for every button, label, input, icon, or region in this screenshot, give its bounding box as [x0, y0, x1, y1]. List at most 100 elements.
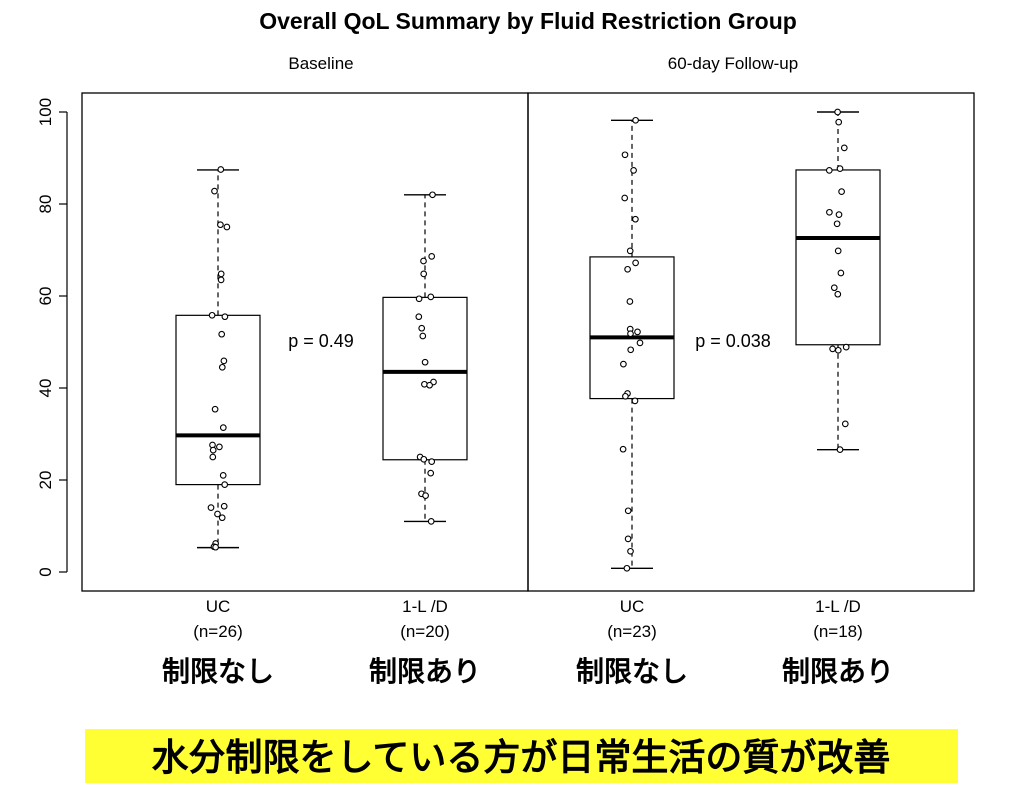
data-point	[623, 564, 631, 572]
data-point	[415, 313, 423, 321]
data-point	[426, 381, 433, 389]
n-label: (n=23)	[607, 622, 657, 641]
data-point	[221, 481, 229, 488]
data-point	[632, 215, 639, 223]
panel-label: Baseline	[288, 54, 353, 73]
data-point	[829, 345, 836, 353]
box-iqr	[175, 314, 261, 486]
data-point	[420, 270, 428, 278]
data-point	[216, 443, 223, 451]
box-iqr	[382, 296, 468, 461]
data-point	[619, 445, 627, 453]
data-point	[211, 405, 219, 413]
data-point	[624, 535, 632, 543]
category-label: 1-L /D	[402, 597, 448, 616]
n-label: (n=20)	[400, 622, 450, 641]
data-point	[840, 144, 848, 152]
jp-group-label: 制限なし	[162, 655, 274, 688]
data-point	[834, 290, 842, 298]
data-point	[217, 166, 225, 173]
data-point	[421, 380, 428, 388]
y-tick-label: 80	[36, 195, 55, 214]
data-point	[219, 472, 227, 479]
data-point	[420, 455, 428, 463]
y-tick-label: 0	[36, 567, 55, 576]
data-point	[217, 221, 224, 229]
data-point	[223, 223, 231, 231]
category-label: UC	[620, 597, 645, 616]
data-point	[212, 543, 219, 551]
data-point	[834, 247, 842, 255]
y-tick-label: 40	[36, 379, 55, 398]
data-point	[834, 108, 841, 116]
data-point	[622, 392, 629, 400]
data-point	[415, 295, 423, 303]
data-point	[842, 343, 850, 351]
banner-text: 水分制限をしている方が日常生活の質が改善	[152, 736, 891, 779]
data-point	[218, 330, 226, 338]
data-point	[221, 313, 229, 321]
data-point	[836, 446, 844, 453]
data-point	[209, 446, 217, 454]
data-point	[428, 253, 436, 260]
data-point	[428, 458, 436, 465]
data-point	[620, 360, 627, 368]
data-point	[834, 346, 842, 354]
data-point	[217, 270, 225, 278]
data-point	[624, 507, 632, 515]
data-point	[627, 346, 635, 354]
data-point	[632, 259, 639, 267]
data-point	[627, 547, 634, 555]
data-point	[418, 324, 426, 332]
data-point	[420, 257, 427, 265]
data-point	[211, 187, 218, 195]
data-point	[626, 247, 634, 255]
data-point	[621, 194, 629, 202]
jp-group-label: 制限なし	[576, 655, 688, 688]
data-point	[429, 191, 436, 199]
category-label: 1-L /D	[815, 597, 861, 616]
n-label: (n=18)	[813, 622, 863, 641]
data-point	[627, 330, 634, 338]
data-point	[207, 504, 215, 511]
p-value-label: p = 0.49	[288, 331, 354, 351]
data-point	[825, 167, 833, 174]
data-point	[830, 284, 838, 292]
data-point	[837, 269, 845, 277]
data-point	[838, 188, 845, 195]
panels-group: Baseline p = 0.49 UC (n=26) 制限なし 1-L /D (n=20)…	[81, 54, 975, 688]
data-point	[208, 311, 216, 319]
jp-group-label: 制限あり	[369, 655, 481, 688]
data-point	[217, 276, 225, 284]
data-point	[218, 363, 226, 371]
data-point	[624, 265, 631, 273]
data-point	[631, 397, 639, 405]
data-point	[636, 339, 644, 347]
data-point	[218, 514, 226, 522]
y-axis: 0 20 40 60 80 100	[36, 98, 68, 577]
panel-label: 60-day Follow-up	[668, 54, 798, 73]
data-point	[419, 332, 427, 340]
data-point	[826, 208, 833, 216]
data-point	[421, 358, 429, 366]
data-point	[427, 293, 435, 301]
category-label: UC	[206, 597, 231, 616]
data-point	[835, 118, 843, 126]
data-point	[214, 510, 221, 518]
y-tick-label: 100	[36, 98, 55, 126]
n-label: (n=26)	[193, 622, 243, 641]
chart-title: Overall QoL Summary by Fluid Restriction…	[259, 8, 797, 34]
data-point	[634, 328, 641, 336]
data-point	[833, 220, 841, 228]
data-point	[630, 167, 637, 174]
data-point	[427, 518, 435, 525]
y-tick-label: 60	[36, 287, 55, 306]
data-point	[220, 357, 228, 365]
data-point	[427, 469, 435, 477]
data-point	[219, 424, 227, 431]
panel-frame	[527, 92, 975, 592]
data-point	[632, 116, 639, 124]
data-point	[209, 453, 217, 461]
data-point	[835, 211, 843, 218]
